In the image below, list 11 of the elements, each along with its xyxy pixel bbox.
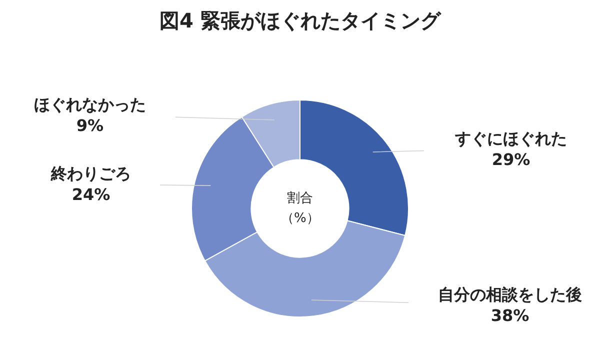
chart-title: 図4 緊張がほぐれたタイミング — [160, 8, 442, 32]
data-label: 9% — [76, 116, 104, 135]
slice-label: すぐにほぐれた — [454, 129, 567, 148]
slice-label: 自分の相談をした後 — [438, 285, 582, 304]
data-label: 24% — [72, 184, 110, 204]
data-label: 29% — [492, 150, 530, 169]
text: 割合 — [287, 191, 313, 206]
slice-label: ほぐれなかった — [34, 95, 146, 114]
data-label: 38% — [490, 306, 530, 325]
slice-label: 終わりごろ — [50, 164, 131, 183]
text: （%） — [281, 211, 320, 226]
